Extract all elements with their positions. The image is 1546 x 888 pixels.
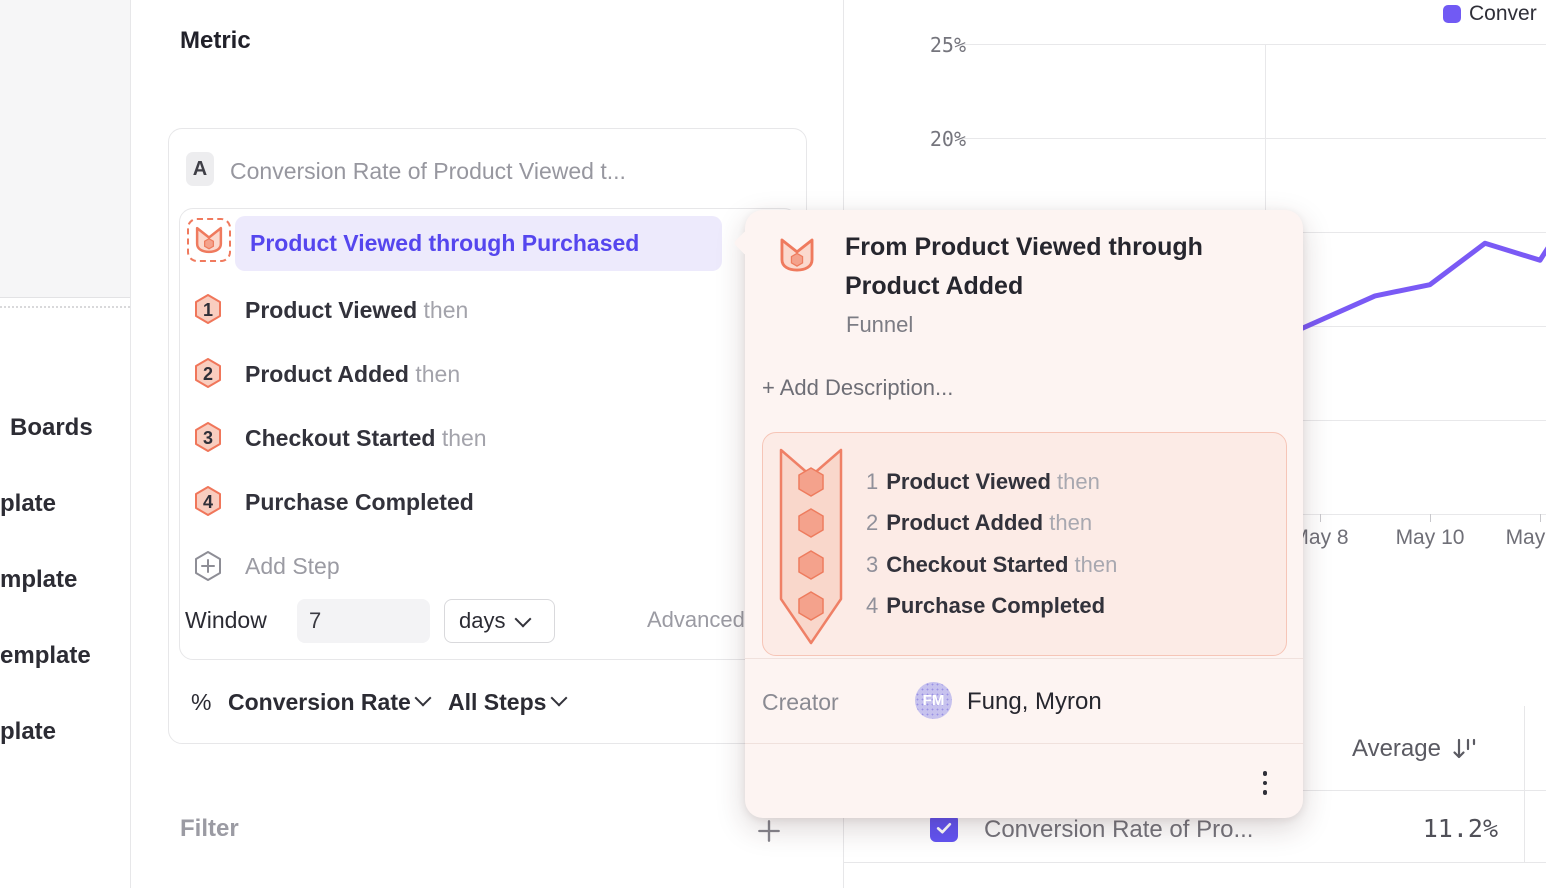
table-row-label[interactable]: Conversion Rate of Pro... [984, 816, 1254, 843]
popover-step-3: 3 Checkout Started then [866, 552, 1118, 577]
table-row-average-value: 11.2% [1422, 814, 1498, 843]
funnel-name-label: Product Viewed through Purchased [250, 230, 640, 256]
x-axis-tick [1320, 514, 1321, 522]
series-badge[interactable]: A [186, 152, 214, 186]
more-options-button[interactable] [1253, 766, 1277, 800]
step-row-1[interactable]: Product Viewed then [245, 297, 468, 324]
funnel-details-popover: From Product Viewed through Product Adde… [733, 210, 1303, 818]
window-value-input[interactable] [297, 599, 430, 643]
series-checkbox[interactable] [930, 814, 958, 842]
legend-item[interactable]: Conver [1443, 2, 1537, 26]
sidebar-item-template-3[interactable]: emplate [0, 642, 91, 669]
metric-card: A Conversion Rate of Product Viewed t...… [168, 128, 807, 744]
average-header-label: Average [1352, 735, 1441, 762]
step-3-name: Checkout Started [245, 425, 436, 451]
step-1-name: Product Viewed [245, 297, 418, 323]
percent-icon: % [191, 689, 212, 715]
popover-title: From Product Viewed through Product Adde… [845, 233, 1203, 300]
step-4-name: Purchase Completed [245, 489, 474, 515]
sidebar-item-boards[interactable]: Boards [10, 414, 93, 441]
legend-label: Conver [1469, 2, 1537, 25]
legend-swatch [1443, 5, 1461, 23]
advanced-button[interactable]: Advanced [647, 607, 745, 632]
table-column-divider [1524, 706, 1525, 862]
step-3-connector: then [441, 425, 487, 451]
measured-as-dropdown[interactable]: Conversion Rate [228, 689, 411, 715]
funnel-metric-icon-button[interactable] [187, 218, 231, 262]
conversion-line-series [1262, 240, 1546, 348]
x-axis-label: May 10 [1395, 526, 1465, 549]
step-1-badge: 1 [194, 294, 222, 324]
add-description-button[interactable]: + Add Description... [762, 375, 954, 400]
x-axis-label: May 8 [1291, 526, 1349, 549]
check-icon [936, 822, 952, 834]
conversion-rate-line-chart [1262, 240, 1546, 348]
add-step-button[interactable]: Add Step [245, 553, 340, 579]
sidebar-item-template-2[interactable]: mplate [0, 566, 78, 593]
filter-section-title: Filter [180, 815, 239, 842]
y-axis-label: 20% [929, 127, 966, 151]
funnel-definition-card: Product Viewed through Purchased 1 Produ… [179, 208, 798, 660]
chevron-down-icon [514, 610, 532, 627]
step-2-badge: 2 [194, 358, 222, 388]
window-unit-select[interactable]: days [444, 599, 555, 643]
window-label: Window [185, 607, 267, 633]
step-3-number: 3 [202, 427, 213, 448]
y-axis-label: 25% [929, 33, 966, 57]
popover-steps-box: 1 Product Viewed then 2 Product Added then… [762, 432, 1287, 656]
gridline [958, 138, 1546, 139]
funnel-ribbon-icon [779, 448, 843, 645]
creator-avatar: FM [915, 682, 952, 719]
step-3-badge: 3 [194, 422, 222, 452]
x-axis-tick [1430, 514, 1431, 522]
average-column-header[interactable]: Average [1352, 735, 1477, 763]
funnel-icon [780, 238, 814, 272]
x-axis-tick [1540, 514, 1541, 522]
step-1-number: 1 [202, 299, 213, 320]
window-unit-value: days [459, 608, 506, 633]
sidebar-item-template-1[interactable]: plate [0, 490, 57, 517]
add-filter-button[interactable] [755, 817, 783, 845]
step-row-2[interactable]: Product Added then [245, 361, 460, 388]
sort-descending-icon [1453, 738, 1476, 759]
popover-step-1: 1 Product Viewed then [866, 469, 1100, 494]
gridline [958, 44, 1546, 45]
funnel-icon [195, 226, 223, 254]
step-row-4[interactable]: Purchase Completed [245, 489, 474, 516]
step-2-number: 2 [202, 363, 213, 384]
popover-step-2: 2 Product Added then [866, 510, 1093, 535]
step-1-connector: then [423, 297, 469, 323]
funnel-name-button[interactable]: Product Viewed through Purchased [235, 216, 722, 271]
add-step-icon[interactable] [194, 551, 222, 581]
steps-scope-dropdown[interactable]: All Steps [448, 689, 547, 715]
chevron-down-icon[interactable] [414, 689, 432, 707]
step-row-3[interactable]: Checkout Started then [245, 425, 487, 452]
step-4-badge: 4 [194, 486, 222, 516]
sidebar-divider [0, 306, 130, 308]
step-4-number: 4 [202, 491, 213, 512]
popover-step-4: 4 Purchase Completed [866, 593, 1106, 618]
chevron-down-icon[interactable] [550, 689, 568, 707]
popover-type-label: Funnel [846, 312, 914, 337]
popover-footer-divider [745, 743, 1303, 744]
creator-name: Fung, Myron [967, 688, 1102, 715]
sidebar-top-section [0, 0, 130, 298]
x-axis-label: May 12 [1505, 526, 1546, 549]
creator-label: Creator [762, 689, 839, 715]
sidebar: Boards plate mplate emplate plate [0, 0, 131, 888]
step-2-name: Product Added [245, 361, 409, 387]
table-row-divider [843, 862, 1546, 863]
sidebar-item-template-4[interactable]: plate [0, 718, 57, 745]
popover-divider [745, 658, 1303, 659]
metric-section-title: Metric [180, 27, 251, 54]
step-2-connector: then [415, 361, 461, 387]
series-title[interactable]: Conversion Rate of Product Viewed t... [230, 158, 626, 184]
